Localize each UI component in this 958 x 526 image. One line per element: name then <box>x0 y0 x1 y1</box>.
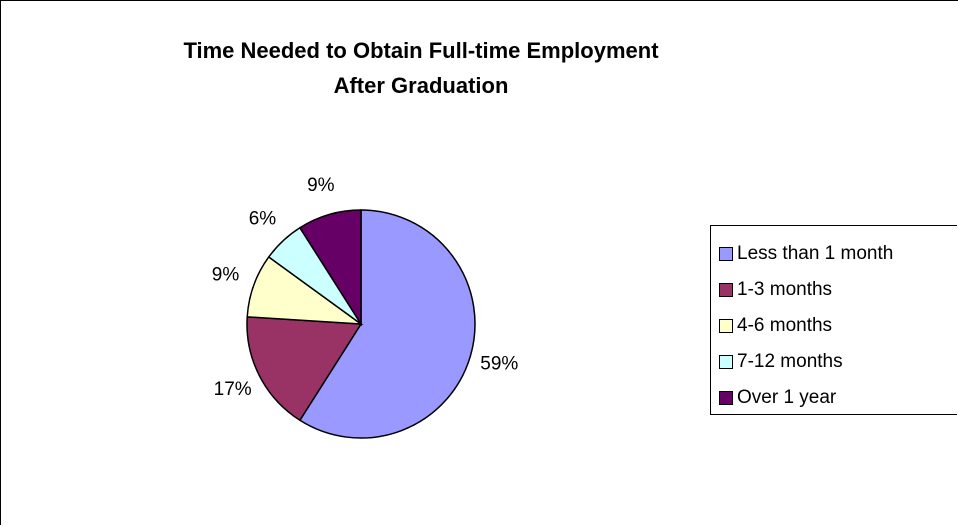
legend-swatch <box>719 283 733 297</box>
legend-item: 4-6 months <box>719 308 957 344</box>
legend-label: Less than 1 month <box>737 243 894 264</box>
legend-item: 7-12 months <box>719 344 957 380</box>
pie-data-label: 17% <box>214 379 252 400</box>
chart-title: Time Needed to Obtain Full-time Employme… <box>61 33 781 103</box>
legend-swatch <box>719 247 733 261</box>
pie-slice <box>298 209 362 327</box>
legend-label: 4-6 months <box>737 315 833 336</box>
chart-title-line-2: After Graduation <box>333 73 509 98</box>
pie-slice <box>298 209 476 439</box>
pie-data-label: 6% <box>249 209 277 230</box>
pie-slice <box>246 316 363 422</box>
legend-label: 7-12 months <box>737 351 843 372</box>
legend-label: 1-3 months <box>737 279 833 300</box>
legend-item: 1-3 months <box>719 272 957 308</box>
legend-swatch <box>719 355 733 369</box>
legend-swatch <box>719 391 733 405</box>
legend-swatch <box>719 319 733 333</box>
chart-title-line-1: Time Needed to Obtain Full-time Employme… <box>183 38 659 63</box>
pie-data-label: 59% <box>480 354 518 375</box>
chart-legend: Less than 1 month 1-3 months 4-6 months … <box>710 225 957 415</box>
legend-item: Over 1 year <box>719 380 957 416</box>
pie-data-label: 9% <box>212 265 240 286</box>
legend-label: Over 1 year <box>737 387 837 408</box>
legend-item: Less than 1 month <box>719 236 957 272</box>
pie-data-label: 9% <box>307 175 335 196</box>
